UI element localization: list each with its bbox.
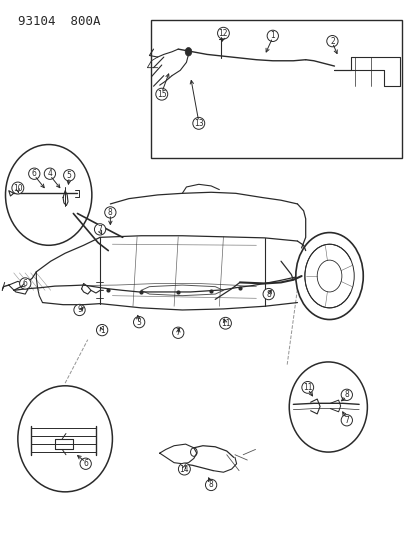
Text: 7: 7 — [344, 416, 349, 425]
Text: 6: 6 — [83, 459, 88, 469]
Text: 9: 9 — [77, 305, 82, 314]
Text: 10: 10 — [13, 183, 23, 192]
Text: 7: 7 — [176, 328, 180, 337]
Text: 8: 8 — [344, 390, 348, 399]
Text: 6: 6 — [32, 169, 37, 178]
Text: 8: 8 — [266, 289, 271, 298]
Text: 3: 3 — [136, 318, 141, 327]
Text: 5: 5 — [66, 171, 71, 180]
Text: 2: 2 — [329, 37, 334, 46]
Text: 13: 13 — [194, 119, 203, 128]
Text: 7: 7 — [97, 225, 102, 234]
Bar — [151, 20, 401, 158]
Text: 1: 1 — [100, 326, 104, 335]
Text: 14: 14 — [179, 465, 189, 473]
Text: 11: 11 — [220, 319, 230, 328]
Text: 1: 1 — [270, 31, 275, 41]
Text: 12: 12 — [218, 29, 228, 38]
Text: 93104  800A: 93104 800A — [18, 14, 100, 28]
Text: 8: 8 — [208, 480, 213, 489]
Circle shape — [185, 47, 191, 56]
Text: 4: 4 — [47, 169, 52, 178]
Text: 6: 6 — [23, 279, 28, 288]
Text: 15: 15 — [157, 90, 166, 99]
Text: 11: 11 — [302, 383, 312, 392]
Text: 8: 8 — [108, 208, 112, 217]
